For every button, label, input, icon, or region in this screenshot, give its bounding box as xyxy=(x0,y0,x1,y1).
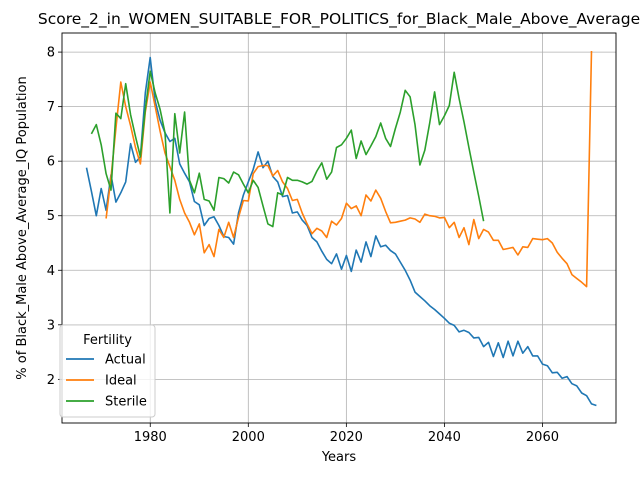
series-line-sterile xyxy=(90,70,485,228)
x-tick-label: 1980 xyxy=(134,430,167,445)
y-tick-label: 3 xyxy=(47,318,55,333)
legend-label-actual: Actual xyxy=(105,353,146,368)
plot-frame xyxy=(61,32,617,424)
series-line-ideal xyxy=(105,50,593,288)
x-tick-label: 2020 xyxy=(330,430,363,445)
legend-label-ideal: Ideal xyxy=(105,374,137,389)
y-tick-label: 7 xyxy=(47,100,55,115)
x-tick-label: 2040 xyxy=(428,430,461,445)
x-tick-label: 2060 xyxy=(526,430,559,445)
legend: Fertility Actual Ideal Sterile xyxy=(59,324,156,418)
legend-title: Fertility xyxy=(83,333,132,348)
legend-box xyxy=(59,324,156,418)
y-tick-label: 5 xyxy=(47,209,55,224)
series-line-actual xyxy=(85,56,597,407)
x-axis-ticks: 1980 2000 2020 2040 2060 xyxy=(134,423,559,445)
y-axis-label: % of Black_Male Above_Average_IQ Populat… xyxy=(15,76,30,379)
legend-label-sterile: Sterile xyxy=(105,395,147,410)
y-tick-label: 4 xyxy=(47,264,55,279)
y-tick-label: 8 xyxy=(47,46,55,61)
x-tick-label: 2000 xyxy=(232,430,265,445)
x-axis-label: Years xyxy=(321,450,357,465)
y-tick-label: 2 xyxy=(47,373,55,388)
chart-title: Score_2_in_WOMEN_SUITABLE_FOR_POLITICS_f… xyxy=(38,10,640,29)
legend-entries: Actual Ideal Sterile xyxy=(66,353,147,410)
y-tick-label: 6 xyxy=(47,155,55,170)
series-lines xyxy=(85,50,597,407)
